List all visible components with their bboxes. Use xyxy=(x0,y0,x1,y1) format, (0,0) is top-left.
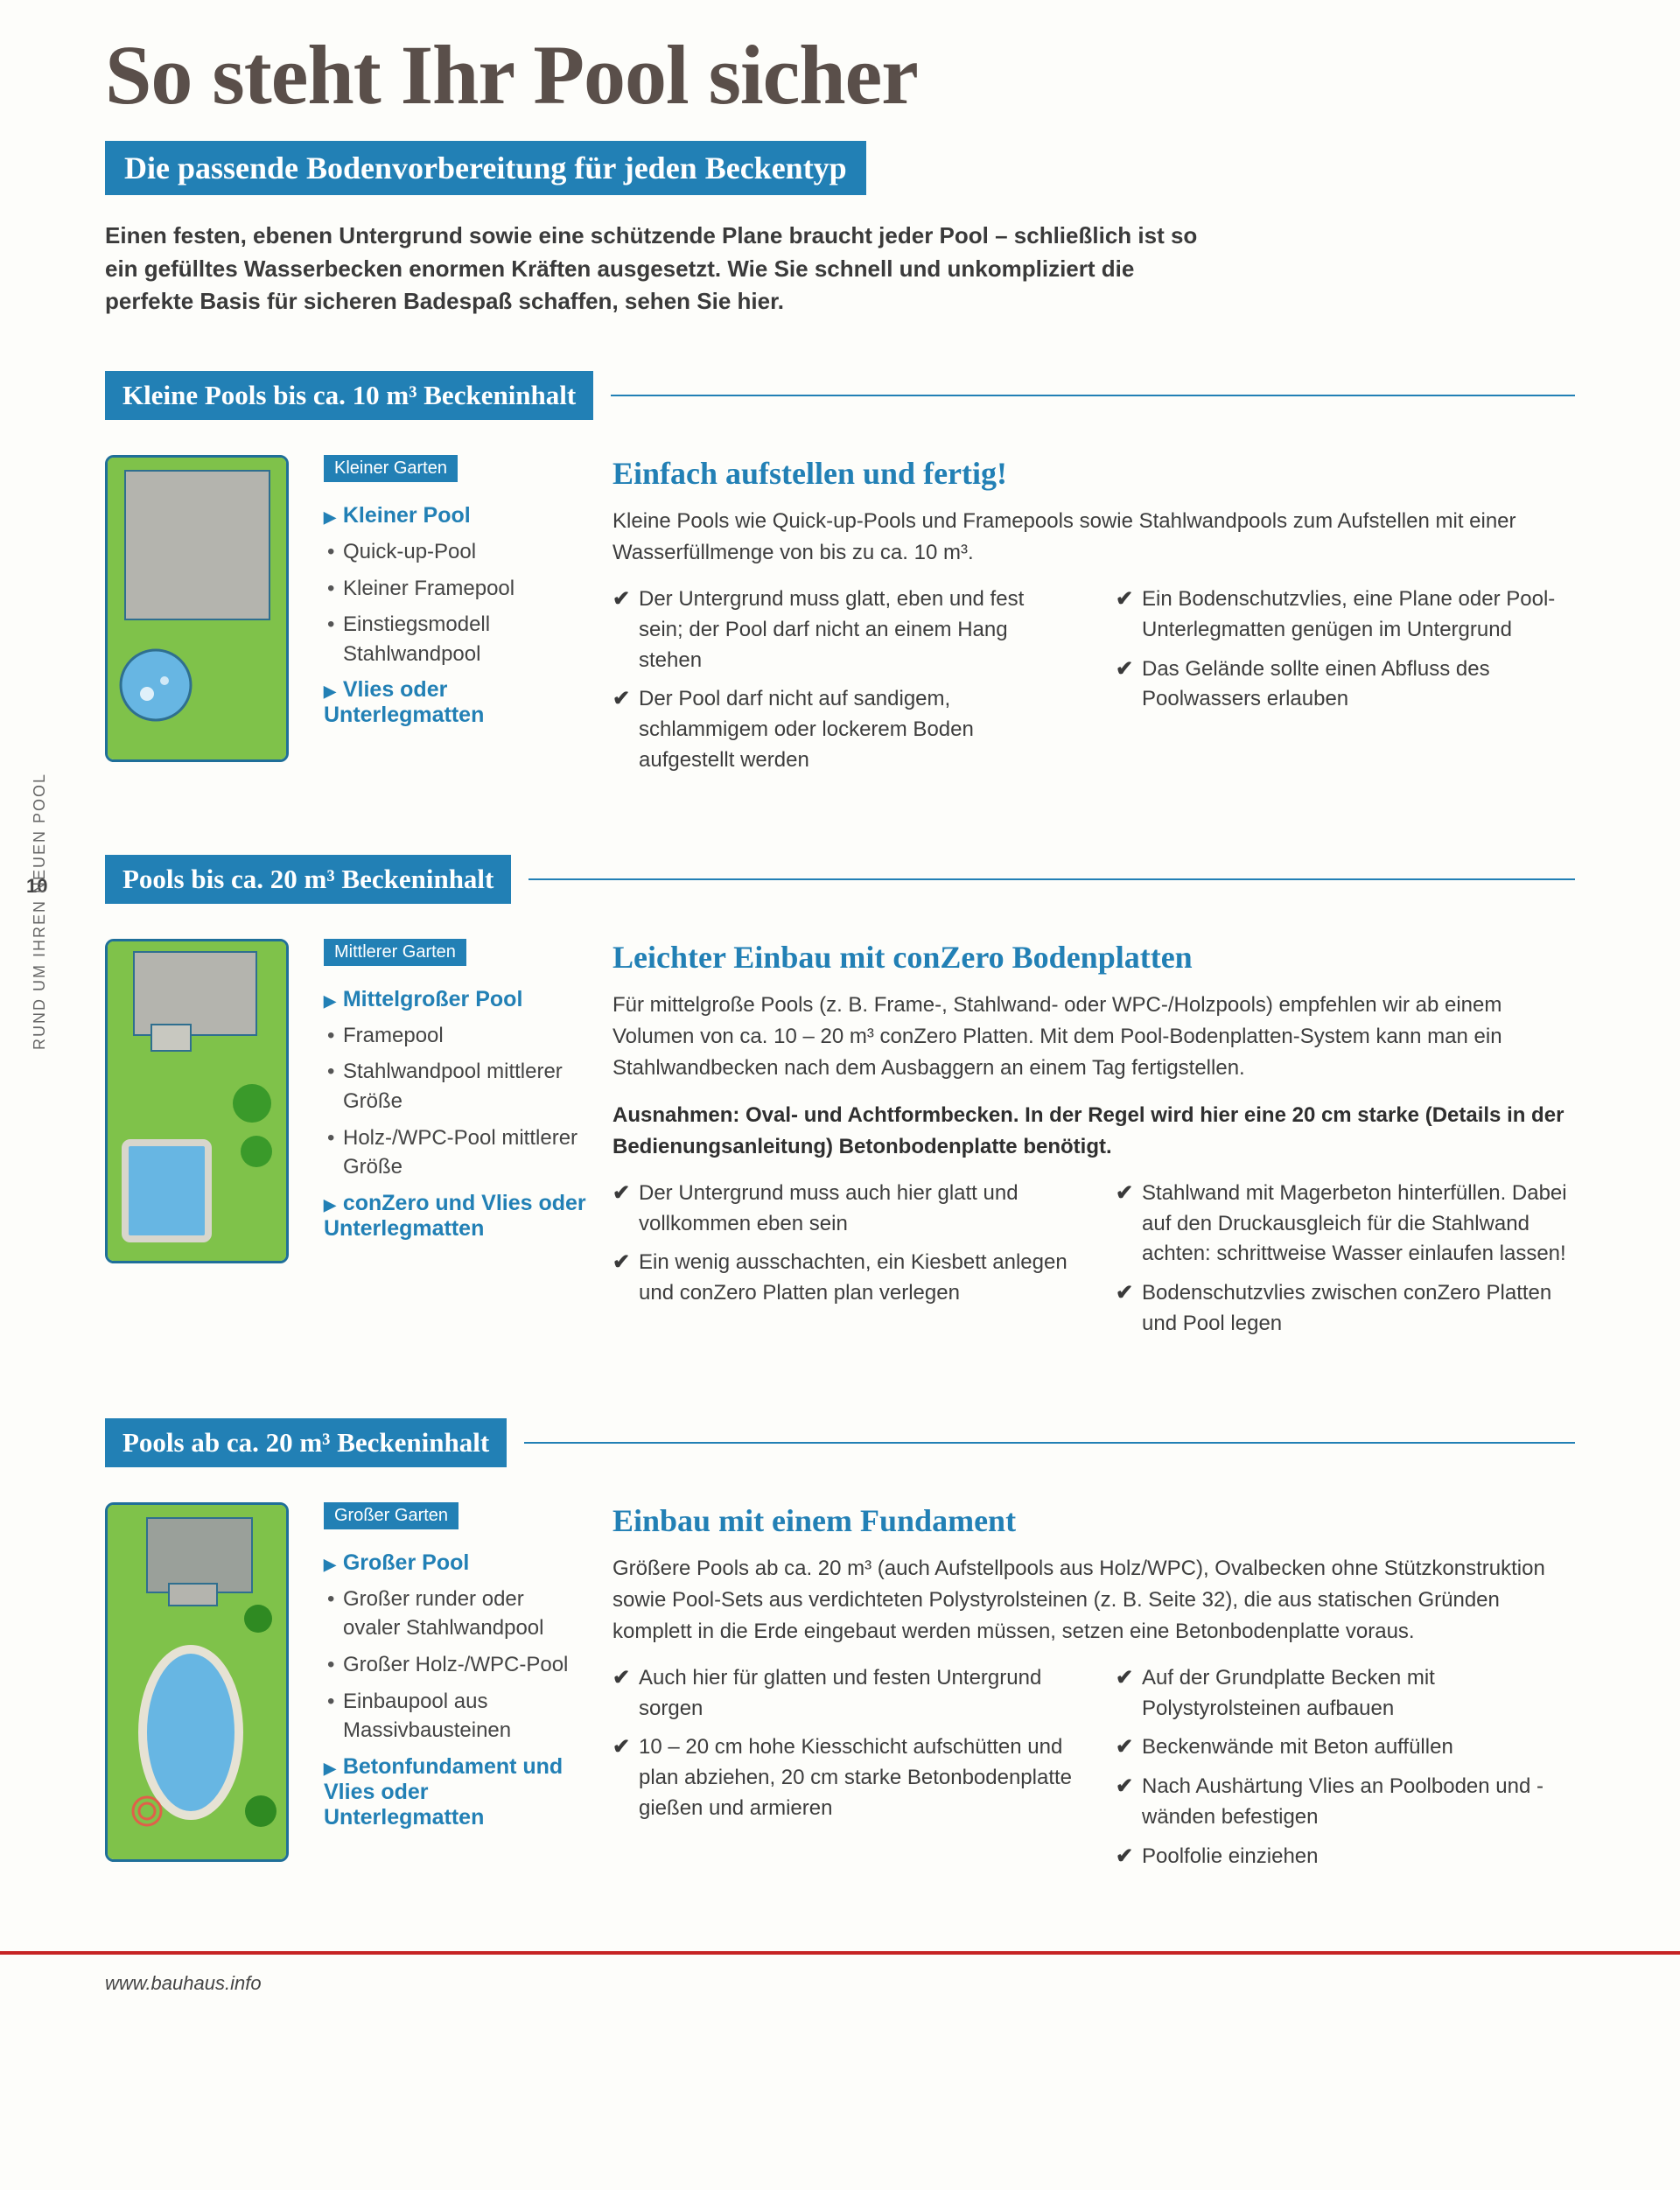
check-item: Beckenwände mit Beton auffüllen xyxy=(1116,1732,1575,1763)
check-item: Der Pool darf nicht auf sandigem, schlam… xyxy=(612,684,1072,775)
list-heading: Mittelgroßer Pool xyxy=(324,987,586,1012)
check-item: Ein Bodenschutzvlies, eine Plane oder Po… xyxy=(1116,584,1575,646)
bullet-item: Großer runder oder ovaler Stahlwandpool xyxy=(324,1585,586,1643)
footer: www.bauhaus.info xyxy=(0,1951,1680,2030)
list-heading: Großer Pool xyxy=(324,1550,586,1576)
checks-right: Auf der Grundplatte Becken mit Polystyro… xyxy=(1116,1663,1575,1881)
bullet-list: Framepool Stahlwandpool mittlerer Größe Ho… xyxy=(324,1021,586,1182)
garden-tag: Großer Garten xyxy=(324,1502,458,1529)
bullet-item: Einbaupool aus Massivbausteinen xyxy=(324,1687,586,1746)
footer-url: www.bauhaus.info xyxy=(105,1972,262,1994)
text-title: Einbau mit einem Fundament xyxy=(612,1502,1575,1539)
intro-text: Einen festen, ebenen Untergrund sowie ei… xyxy=(105,220,1225,318)
check-item: Der Untergrund muss auch hier glatt und … xyxy=(612,1179,1072,1240)
check-item: Der Untergrund muss glatt, eben und fest… xyxy=(612,584,1072,675)
list-heading: Kleiner Pool xyxy=(324,503,586,528)
check-item: Nach Aushärtung Vlies an Poolboden und -… xyxy=(1116,1772,1575,1833)
bullet-item: Framepool xyxy=(324,1021,586,1051)
checks-right: Ein Bodenschutzvlies, eine Plane oder Po… xyxy=(1116,584,1575,785)
section-band: Pools ab ca. 20 m³ Beckeninhalt xyxy=(105,1418,507,1467)
checks-left: Auch hier für glatten und festen Untergr… xyxy=(612,1663,1072,1881)
check-item: Poolfolie einziehen xyxy=(1116,1842,1575,1872)
garden-illustration xyxy=(105,939,289,1263)
section-band: Kleine Pools bis ca. 10 m³ Beckeninhalt xyxy=(105,371,593,420)
checks-left: Der Untergrund muss glatt, eben und fest… xyxy=(612,584,1072,785)
check-item: Das Gelände sollte einen Abfluss des Poo… xyxy=(1116,654,1575,716)
bullet-list: Großer runder oder ovaler Stahlwandpool G… xyxy=(324,1585,586,1746)
bullet-item: Stahlwandpool mittlerer Größe xyxy=(324,1057,586,1116)
check-item: Bodenschutzvlies zwischen conZero Platte… xyxy=(1116,1278,1575,1340)
bullet-item: Kleiner Framepool xyxy=(324,574,586,604)
section-rule xyxy=(528,878,1575,880)
checks-right: Stahlwand mit Magerbeton hinterfüllen. D… xyxy=(1116,1179,1575,1348)
pool-section: Kleine Pools bis ca. 10 m³ Beckeninhalt … xyxy=(105,371,1575,785)
bullet-item: Großer Holz-/WPC-Pool xyxy=(324,1650,586,1680)
text-title: Leichter Einbau mit conZero Bodenplatten xyxy=(612,939,1575,976)
check-item: Auch hier für glatten und festen Untergr… xyxy=(612,1663,1072,1725)
text-lead: Kleine Pools wie Quick-up-Pools und Fram… xyxy=(612,506,1575,569)
garden-illustration xyxy=(105,455,289,762)
checks-left: Der Untergrund muss auch hier glatt und … xyxy=(612,1179,1072,1348)
check-item: 10 – 20 cm hohe Kiesschicht aufschütten … xyxy=(612,1732,1072,1823)
side-label: RUND UM IHREN NEUEN POOL xyxy=(31,773,49,1050)
garden-tag: Kleiner Garten xyxy=(324,455,458,482)
garden-tag: Mittlerer Garten xyxy=(324,939,466,966)
check-item: Stahlwand mit Magerbeton hinterfüllen. D… xyxy=(1116,1179,1575,1270)
text-lead: Für mittelgroße Pools (z. B. Frame-, Sta… xyxy=(612,990,1575,1084)
subtitle-band: Die passende Bodenvorbereitung für jeden… xyxy=(105,141,866,195)
check-item: Auf der Grundplatte Becken mit Polystyro… xyxy=(1116,1663,1575,1725)
list-heading: Vlies oder Unterlegmatten xyxy=(324,677,586,728)
section-band: Pools bis ca. 20 m³ Beckeninhalt xyxy=(105,855,511,904)
section-rule xyxy=(524,1442,1575,1444)
bullet-item: Quick-up-Pool xyxy=(324,537,586,567)
main-title: So steht Ihr Pool sicher xyxy=(105,26,1575,123)
pool-section: Pools ab ca. 20 m³ Beckeninhalt Großer G… xyxy=(105,1418,1575,1881)
pool-section: Pools bis ca. 20 m³ Beckeninhalt Mittler… xyxy=(105,855,1575,1348)
text-lead: Größere Pools ab ca. 20 m³ (auch Aufstel… xyxy=(612,1553,1575,1648)
section-rule xyxy=(611,395,1575,396)
bullet-list: Quick-up-Pool Kleiner Framepool Einstiegsm… xyxy=(324,537,586,668)
check-item: Ein wenig ausschachten, ein Kiesbett anl… xyxy=(612,1248,1072,1309)
bullet-item: Holz-/WPC-Pool mittlerer Größe xyxy=(324,1123,586,1182)
list-heading: conZero und Vlies oder Unterlegmatten xyxy=(324,1191,586,1242)
text-bold: Ausnahmen: Oval- und Achtformbecken. In … xyxy=(612,1100,1575,1163)
bullet-item: Einstiegsmodell Stahlwandpool xyxy=(324,610,586,668)
text-title: Einfach aufstellen und fertig! xyxy=(612,455,1575,492)
list-heading: Betonfundament und Vlies oder Unterlegma… xyxy=(324,1754,586,1830)
garden-illustration xyxy=(105,1502,289,1862)
